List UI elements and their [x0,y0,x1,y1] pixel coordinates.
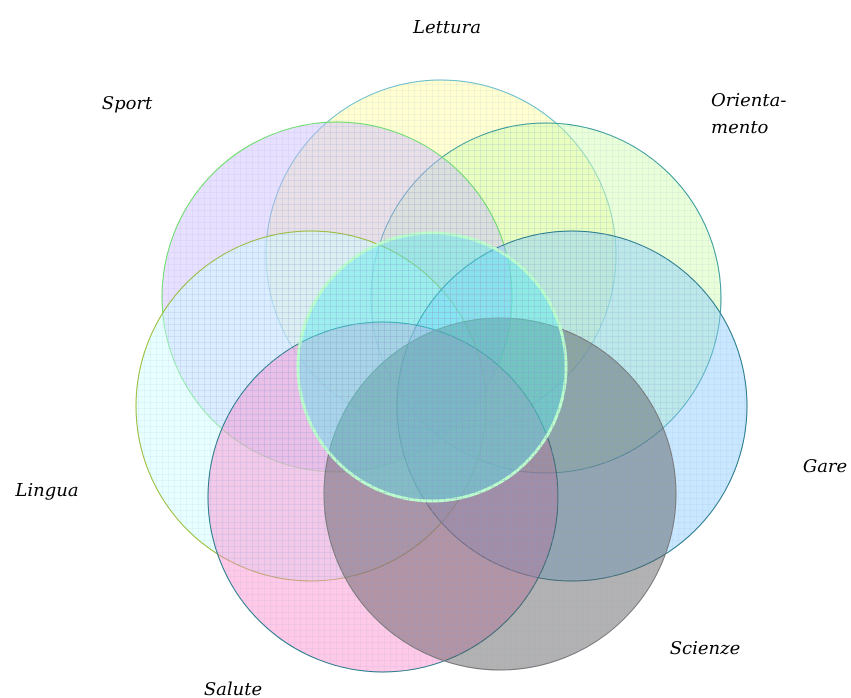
label: Gare [803,456,847,477]
label: Salute [204,679,262,698]
label: Sport [102,93,153,114]
label: Lingua [14,480,78,501]
label: Orienta- [711,90,786,111]
grid-overlay [136,80,747,672]
label: mento [711,117,769,138]
label: Scienze [670,638,741,659]
label: Lettura [412,17,481,38]
